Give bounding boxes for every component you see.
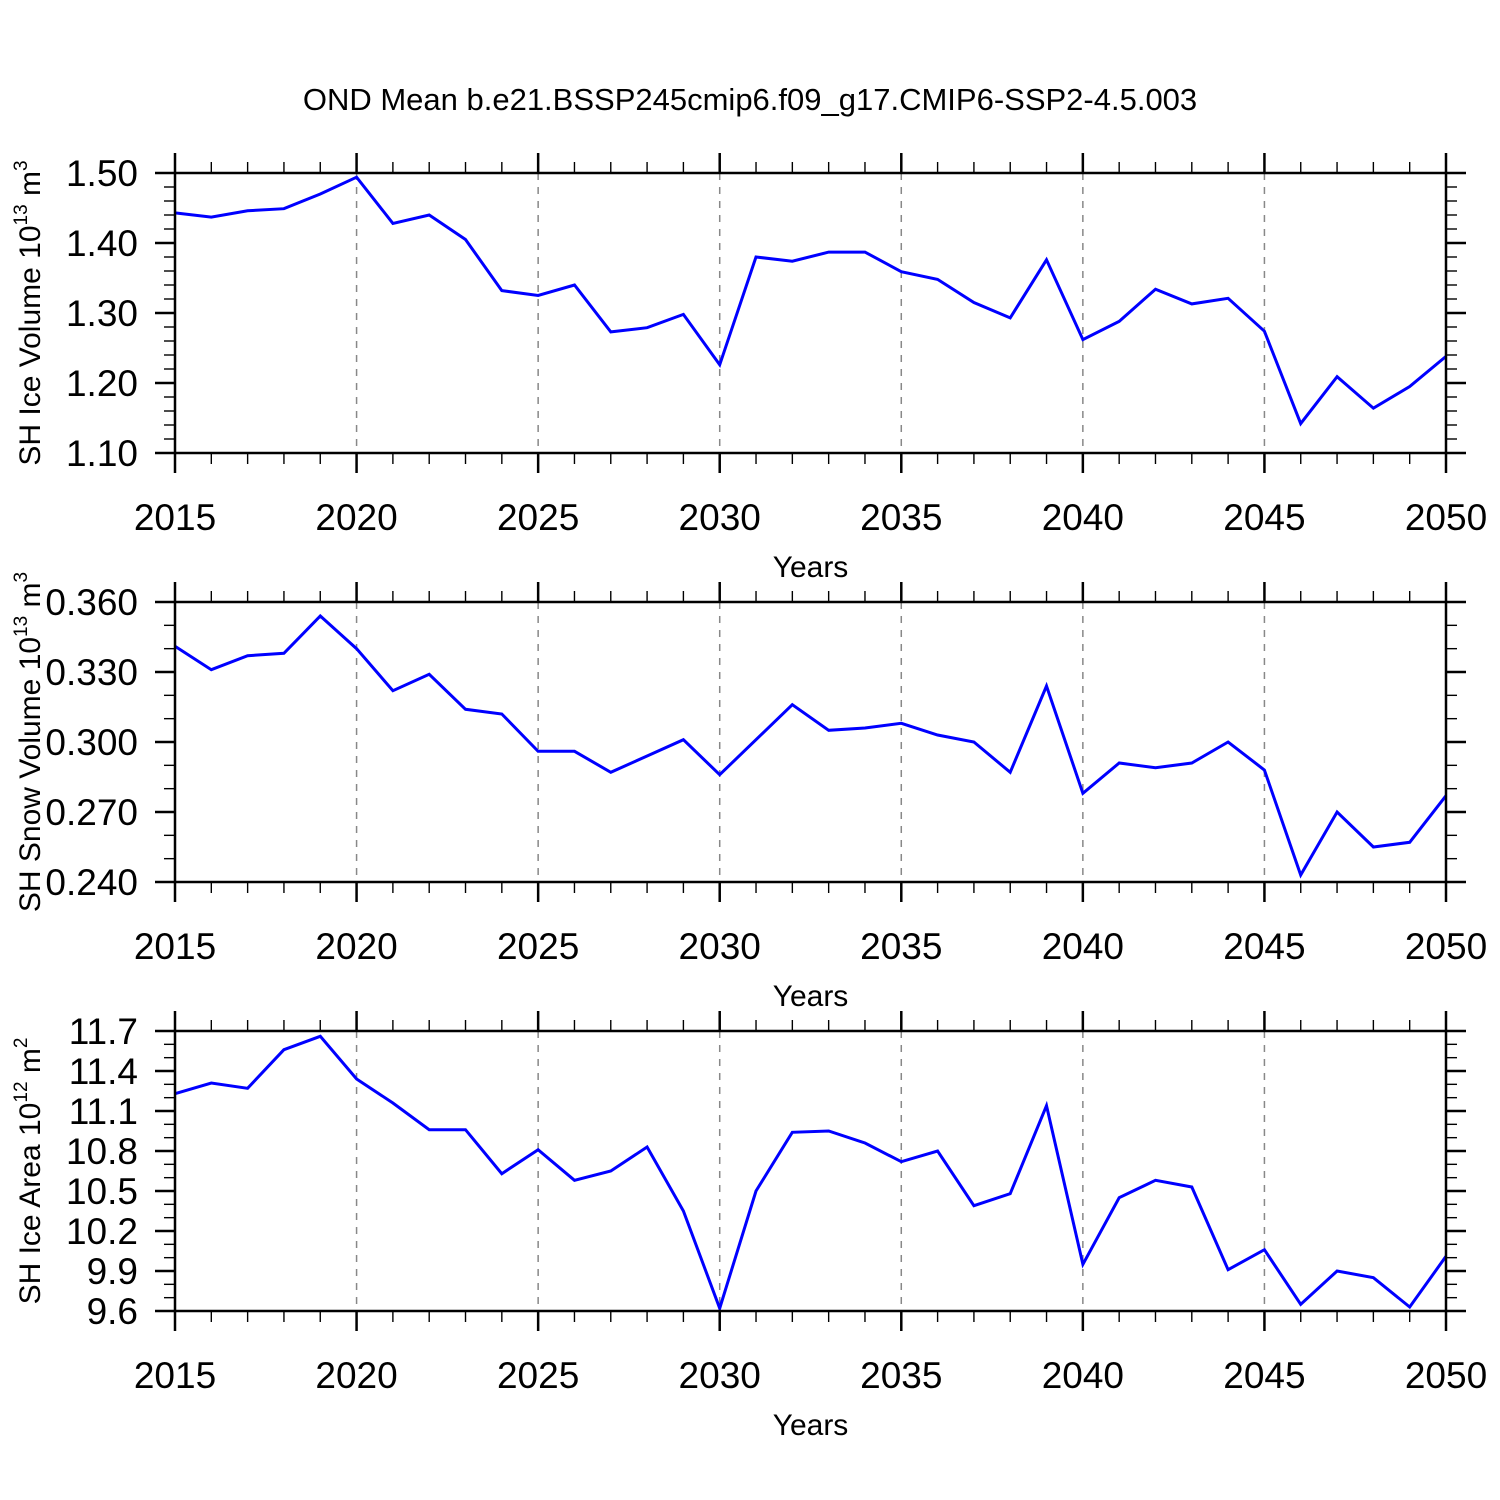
x-tick-label: 2020 [315, 926, 397, 967]
x-tick-label: 2050 [1405, 1355, 1487, 1396]
y-tick-label: 10.5 [66, 1171, 138, 1212]
chart-sh-snow-volume: 2015 2020 2025 2030 2035 2040 2045 2050 0.240 0.2… [11, 572, 1487, 1013]
y-tick-label: 9.9 [87, 1251, 138, 1292]
data-line [174, 175, 1447, 427]
x-tick-label: 2015 [134, 497, 216, 538]
y-axis-title: SH Ice Volume 1013 m3 [11, 160, 47, 465]
x-tick-label: 2020 [315, 1355, 397, 1396]
y-tick-label: 10.8 [66, 1131, 138, 1172]
chart-sh-ice-area: 2015 2020 2025 2030 2035 2040 2045 20509.69.910… [11, 1011, 1487, 1442]
x-tick-label: 2035 [860, 926, 942, 967]
x-tick-label: 2045 [1223, 926, 1305, 967]
x-tick-label: 2015 [134, 1355, 216, 1396]
y-axis-title: SH Snow Volume 1013 m3 [11, 572, 47, 912]
y-tick-label: 0.360 [45, 582, 138, 623]
x-tick-label: 2025 [497, 926, 579, 967]
x-tick-label: 2025 [497, 1355, 579, 1396]
y-tick-label: 0.240 [45, 862, 138, 903]
x-tick-label: 2040 [1042, 926, 1124, 967]
x-axis-title: Years [773, 980, 849, 1013]
x-tick-label: 2020 [315, 497, 397, 538]
y-tick-label: 1.40 [66, 223, 138, 264]
x-tick-label: 2045 [1223, 1355, 1305, 1396]
x-tick-label: 2035 [860, 497, 942, 538]
data-line [174, 613, 1448, 879]
y-tick-label: 1.10 [66, 433, 138, 474]
x-tick-label: 2030 [679, 926, 761, 967]
plot-frame [173, 600, 1448, 884]
chart-sh-ice-volume: 2015 2020 2025 2030 2035 2040 2045 2050 1.10 1.20… [11, 153, 1487, 584]
chart-title: OND Mean b.e21.BSSP245cmip6.f09_g17.CMIP… [302, 82, 1198, 117]
x-tick-label: 2035 [860, 1355, 942, 1396]
x-tick-label: 2025 [497, 497, 579, 538]
y-tick-label: 11.4 [69, 1051, 138, 1092]
y-tick-label: 0.330 [45, 652, 138, 693]
x-tick-label: 2015 [134, 926, 216, 967]
x-tick-label: 2040 [1042, 497, 1124, 538]
data-line [174, 1034, 1448, 1313]
y-tick-label: 11.1 [69, 1091, 138, 1132]
x-tick-label: 2050 [1405, 926, 1487, 967]
x-tick-label: 2040 [1042, 1355, 1124, 1396]
x-tick-label: 2050 [1405, 497, 1487, 538]
y-tick-label: 0.300 [45, 722, 138, 763]
y-tick-label: 10.2 [66, 1211, 138, 1252]
y-tick-label: 0.270 [45, 792, 138, 833]
y-tick-label: 11.7 [69, 1011, 138, 1052]
y-tick-label: 9.6 [87, 1291, 138, 1332]
x-tick-label: 2045 [1223, 497, 1305, 538]
x-axis-title: Years [773, 551, 849, 584]
x-tick-label: 2030 [679, 497, 761, 538]
x-tick-label: 2030 [679, 1355, 761, 1396]
x-axis-title: Years [773, 1409, 849, 1442]
y-axis-title: SH Ice Area 1012 m2 [11, 1038, 47, 1305]
y-tick-label: 1.20 [66, 363, 138, 404]
y-tick-label: 1.30 [66, 293, 138, 334]
plot-frame [173, 171, 1448, 455]
y-tick-label: 1.50 [66, 153, 138, 194]
plot-frame [173, 1029, 1448, 1313]
